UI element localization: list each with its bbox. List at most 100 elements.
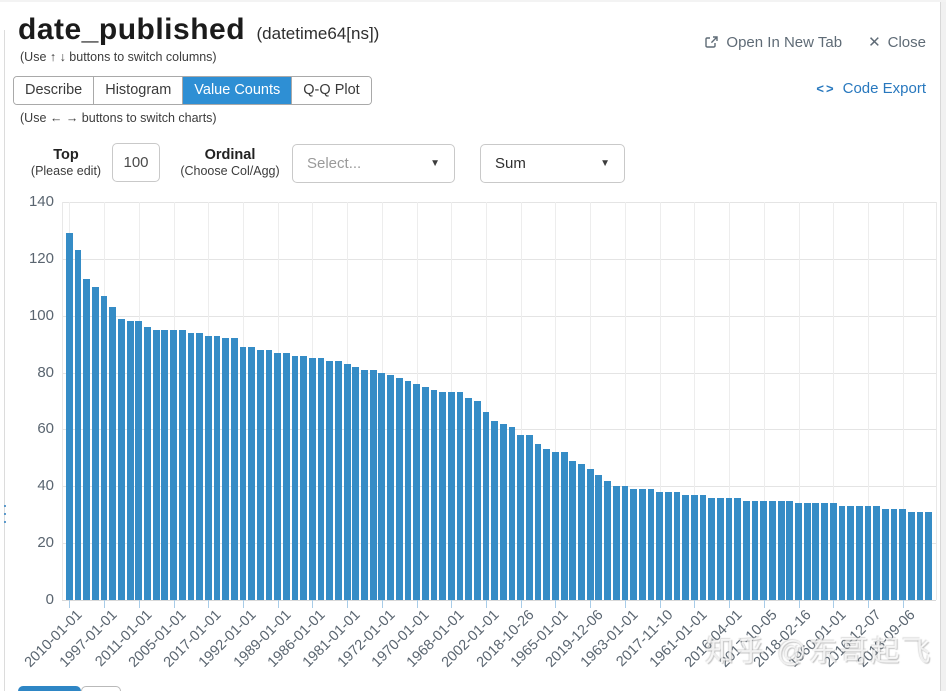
bar[interactable] (500, 423, 507, 600)
bar[interactable] (144, 327, 151, 600)
bar[interactable] (829, 503, 837, 600)
bar[interactable] (473, 401, 481, 600)
bar[interactable] (300, 355, 308, 600)
bar[interactable] (187, 332, 195, 600)
bar[interactable] (569, 460, 577, 600)
bar[interactable] (847, 506, 854, 600)
code-export-button[interactable]: <> Code Export (816, 80, 926, 97)
bar[interactable] (92, 287, 99, 600)
bar[interactable] (404, 381, 412, 600)
bar[interactable] (821, 503, 828, 600)
bar[interactable] (343, 364, 351, 600)
bar[interactable] (126, 321, 134, 600)
bar[interactable] (352, 366, 360, 600)
bar[interactable] (517, 435, 525, 600)
bar[interactable] (578, 463, 585, 600)
bar[interactable] (699, 494, 707, 600)
bar[interactable] (760, 500, 768, 600)
bar[interactable] (369, 369, 377, 600)
bar[interactable] (204, 335, 212, 600)
bar[interactable] (647, 489, 655, 600)
bar[interactable] (795, 503, 802, 600)
bar[interactable] (109, 307, 117, 600)
bar[interactable] (855, 506, 863, 600)
bar[interactable] (213, 335, 221, 600)
bar[interactable] (664, 491, 672, 600)
bar[interactable] (899, 509, 907, 600)
bar[interactable] (317, 358, 325, 600)
bar[interactable] (786, 500, 794, 600)
bar[interactable] (239, 346, 247, 600)
bar[interactable] (456, 392, 464, 600)
bar[interactable] (543, 449, 551, 600)
bar[interactable] (326, 361, 334, 600)
tab-qq-plot[interactable]: Q-Q Plot (292, 77, 371, 104)
column-select-dropdown[interactable]: Select... ▼ (292, 144, 455, 183)
bar[interactable] (274, 352, 282, 600)
bar[interactable] (309, 358, 316, 600)
bar[interactable] (656, 491, 663, 600)
bar[interactable] (612, 486, 620, 600)
tab-histogram[interactable]: Histogram (94, 77, 184, 104)
bar[interactable] (560, 452, 568, 600)
bar[interactable] (873, 506, 880, 600)
bar[interactable] (335, 361, 342, 600)
bar[interactable] (838, 506, 846, 600)
bar[interactable] (890, 509, 898, 600)
bar[interactable] (916, 511, 924, 600)
bar[interactable] (777, 500, 785, 600)
bar[interactable] (725, 497, 733, 600)
bar[interactable] (196, 332, 203, 600)
bar[interactable] (66, 233, 73, 600)
bottom-tab-idle[interactable] (81, 686, 121, 691)
bar[interactable] (682, 494, 690, 600)
bar[interactable] (734, 497, 742, 600)
bar[interactable] (291, 355, 299, 600)
bar[interactable] (925, 511, 933, 600)
dock-splitter-handle[interactable] (2, 505, 7, 523)
bar[interactable] (118, 318, 125, 600)
bar[interactable] (769, 500, 776, 600)
tab-describe[interactable]: Describe (14, 77, 95, 104)
bar[interactable] (907, 511, 915, 600)
bar[interactable] (708, 497, 716, 600)
bar[interactable] (74, 250, 82, 600)
bar[interactable] (83, 278, 91, 600)
bar[interactable] (413, 383, 420, 600)
bar[interactable] (222, 338, 229, 600)
bar[interactable] (170, 329, 177, 600)
bar[interactable] (135, 321, 143, 600)
top-n-input[interactable] (112, 143, 160, 182)
bar[interactable] (378, 372, 386, 600)
bar[interactable] (595, 474, 603, 600)
bar[interactable] (430, 389, 438, 600)
bar[interactable] (482, 412, 490, 600)
bar[interactable] (638, 489, 646, 600)
open-in-new-tab-button[interactable]: Open In New Tab (704, 33, 842, 51)
bar[interactable] (812, 503, 820, 600)
bar[interactable] (803, 503, 811, 600)
bar[interactable] (248, 346, 256, 600)
bar[interactable] (743, 500, 750, 600)
bar[interactable] (265, 349, 273, 600)
bar[interactable] (552, 452, 559, 600)
bar[interactable] (491, 420, 499, 600)
bar[interactable] (526, 435, 533, 600)
bar[interactable] (152, 329, 160, 600)
bar[interactable] (447, 392, 455, 600)
bar[interactable] (717, 497, 724, 600)
bar[interactable] (439, 392, 446, 600)
bar[interactable] (283, 352, 290, 600)
bar[interactable] (421, 386, 429, 600)
bar[interactable] (178, 329, 186, 600)
bar[interactable] (621, 486, 629, 600)
bar[interactable] (361, 369, 368, 600)
bar[interactable] (586, 469, 594, 600)
bar[interactable] (630, 489, 637, 600)
bar[interactable] (604, 480, 611, 600)
bar[interactable] (465, 398, 473, 600)
bar[interactable] (864, 506, 872, 600)
bar[interactable] (100, 295, 108, 600)
bar[interactable] (387, 375, 394, 600)
close-button[interactable]: ✕ Close (868, 33, 926, 52)
